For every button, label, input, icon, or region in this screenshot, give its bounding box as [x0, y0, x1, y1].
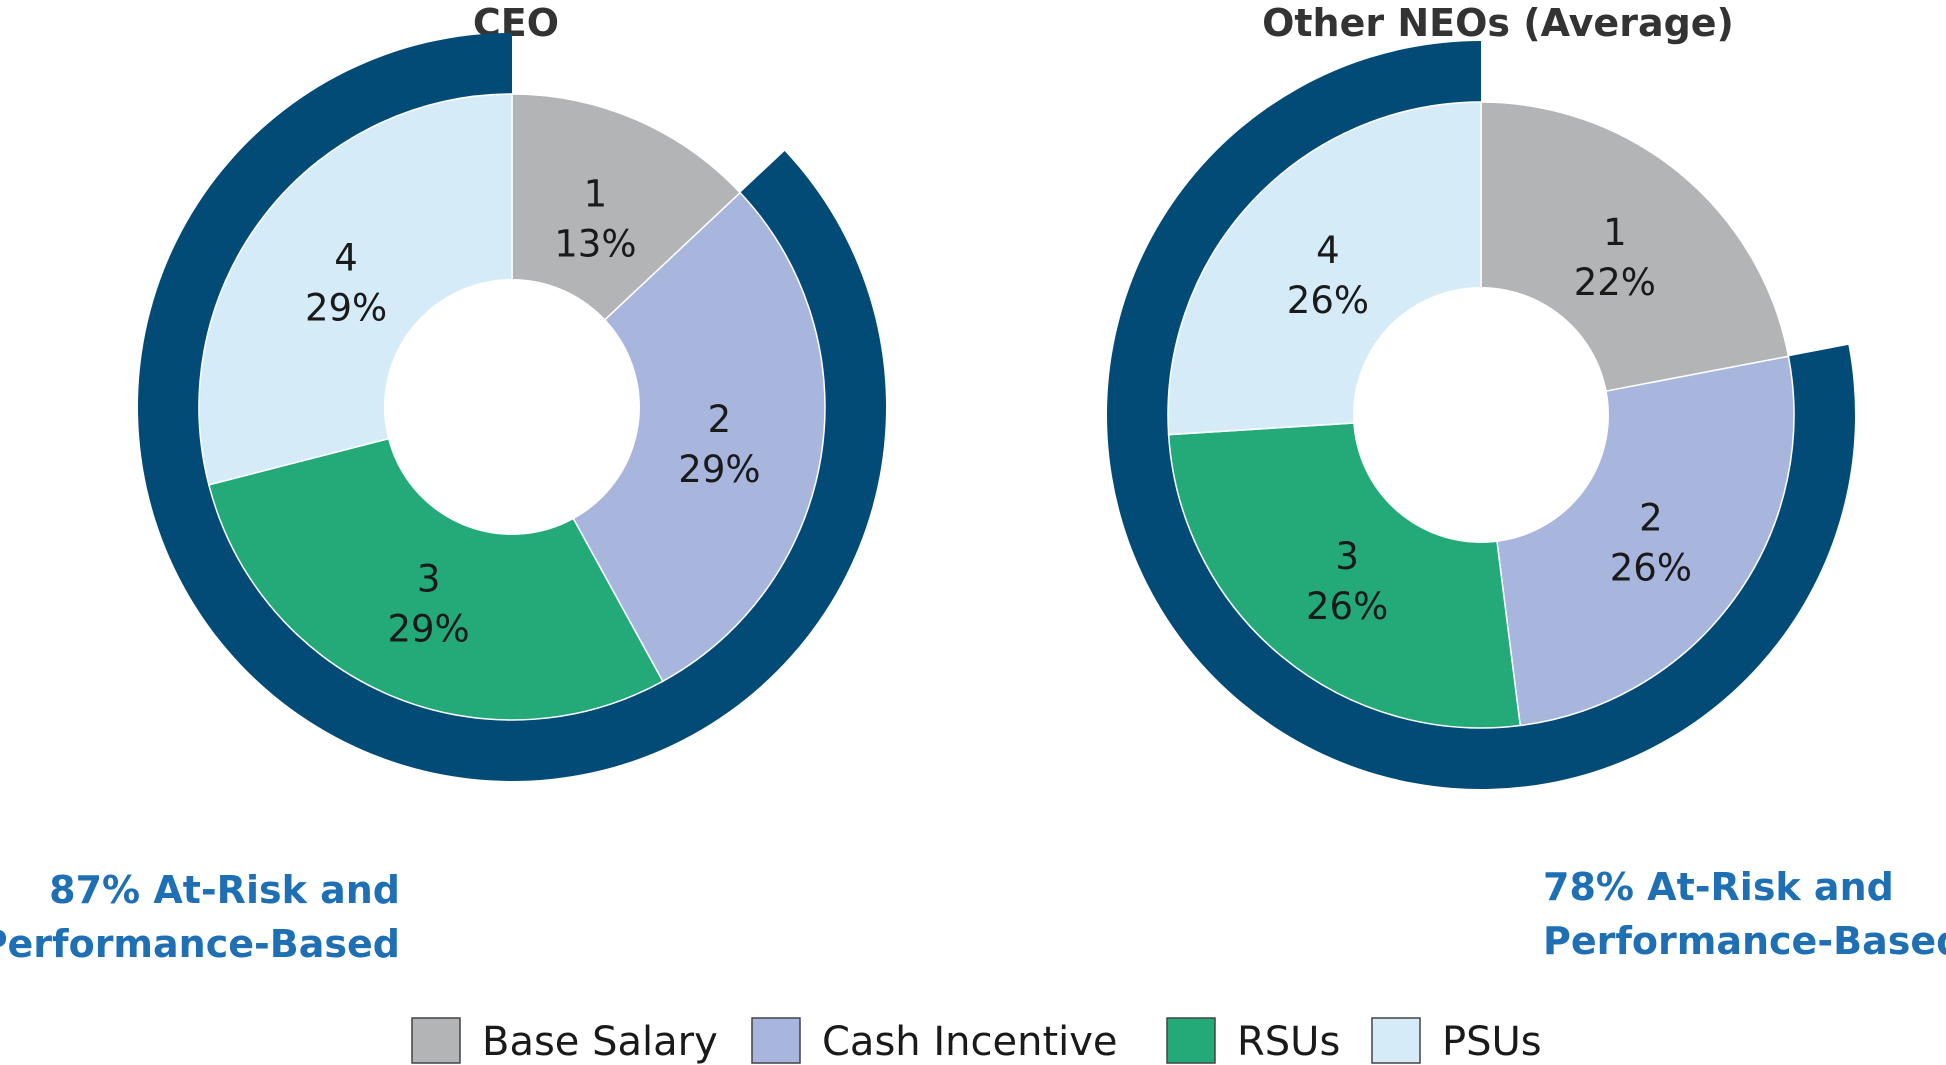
- slice-number: 2: [1639, 496, 1663, 539]
- legend-label: Base Salary: [482, 1019, 718, 1065]
- slice-value-label: 13%: [554, 222, 636, 265]
- slice-value-label: 26%: [1610, 546, 1692, 589]
- slice-number: 4: [1316, 229, 1340, 272]
- slice-value-label: 29%: [305, 286, 387, 329]
- donut-hole: [1353, 287, 1609, 543]
- chart-title: Other NEOs (Average): [1262, 1, 1734, 45]
- slice-value-label: 29%: [678, 448, 760, 491]
- legend-swatch: [1166, 1017, 1216, 1064]
- legend: Base Salary Cash Incentive RSUs PSUs: [411, 1017, 1542, 1065]
- slice-value-label: 29%: [387, 608, 469, 651]
- slice-number: 2: [708, 398, 732, 441]
- legend-item-psus: PSUs: [1371, 1017, 1542, 1065]
- legend-swatch: [751, 1017, 801, 1064]
- slice-cash-incentive: [511, 191, 826, 683]
- slice-number: 1: [584, 172, 608, 215]
- slice-value-label: 26%: [1287, 279, 1369, 322]
- slice-number: 1: [1603, 211, 1627, 254]
- slice-value-label: 26%: [1306, 585, 1388, 628]
- legend-label: Cash Incentive: [822, 1019, 1118, 1065]
- at-risk-callout-line-1: 87% At-Risk and: [49, 868, 400, 912]
- legend-item-cash-incentive: Cash Incentive: [751, 1017, 1118, 1065]
- legend-swatch: [1371, 1017, 1421, 1064]
- at-risk-callout-line-1: 78% At-Risk and: [1543, 865, 1894, 909]
- slice-number: 3: [417, 558, 441, 601]
- legend-item-rsus: RSUs: [1166, 1017, 1340, 1065]
- at-risk-callout-line-2: Performance-Based: [0, 922, 400, 966]
- legend-label: PSUs: [1442, 1019, 1542, 1065]
- legend-label: RSUs: [1237, 1019, 1340, 1065]
- slice-number: 4: [334, 236, 358, 279]
- slice-labels: 1 13% 2 29% 3 29% 4 29%: [305, 172, 761, 650]
- donut-hole: [384, 279, 640, 535]
- other-neos-chart: Other NEOs (Average) 1 22% 2 26% 3 26% 4 26% 78…: [1107, 1, 1946, 963]
- slice-labels: 1 22% 2 26% 3 26% 4 26%: [1287, 211, 1692, 628]
- slice-number: 3: [1335, 535, 1359, 578]
- at-risk-callout-line-2: Performance-Based: [1543, 919, 1946, 963]
- legend-item-base-salary: Base Salary: [411, 1017, 718, 1065]
- slice-value-label: 22%: [1574, 261, 1656, 304]
- legend-swatch: [411, 1017, 461, 1064]
- ceo-chart: CEO 113%229%329%429% 87% At-Risk and Per…: [0, 1, 887, 966]
